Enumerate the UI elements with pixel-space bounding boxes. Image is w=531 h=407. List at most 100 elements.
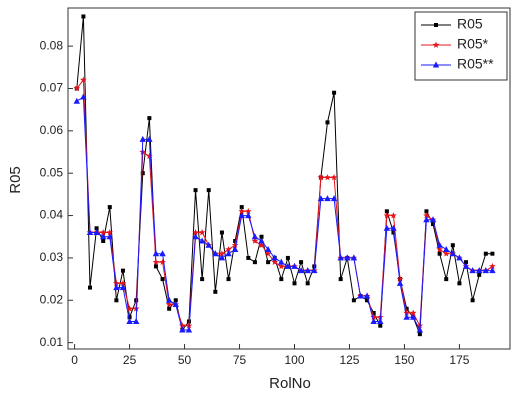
marker-triangle <box>218 254 226 261</box>
marker-square <box>114 298 119 303</box>
marker-triangle <box>212 250 219 257</box>
y-axis-label: R05 <box>7 166 24 194</box>
marker-triangle <box>231 245 239 252</box>
marker-square <box>213 289 218 294</box>
marker-square <box>193 188 198 193</box>
marker-triangle <box>152 250 160 257</box>
marker-star <box>238 207 246 215</box>
marker-star <box>179 322 186 329</box>
x-tick-label: 75 <box>233 353 247 367</box>
marker-triangle <box>396 279 404 286</box>
marker-triangle <box>449 250 457 257</box>
y-tick-label: 0.06 <box>40 123 64 137</box>
marker-square <box>200 277 205 282</box>
marker-square <box>239 205 244 210</box>
marker-triangle <box>403 313 410 320</box>
marker-square <box>107 205 112 210</box>
marker-square <box>490 251 495 256</box>
marker-square <box>246 255 251 260</box>
marker-triangle <box>429 216 437 223</box>
marker-star <box>113 279 120 287</box>
marker-triangle <box>80 93 87 100</box>
x-tick-label: 0 <box>71 353 78 367</box>
marker-square <box>120 268 125 273</box>
y-tick-label: 0.05 <box>40 165 64 179</box>
marker-square <box>153 264 158 269</box>
marker-square <box>266 260 271 265</box>
marker-square <box>101 238 106 243</box>
marker-star <box>126 305 133 312</box>
marker-triangle <box>192 233 199 240</box>
marker-square <box>371 310 376 315</box>
marker-square <box>252 260 257 265</box>
marker-triangle <box>330 195 338 202</box>
marker-square <box>147 116 152 121</box>
marker-square <box>219 230 224 235</box>
marker-star <box>330 173 338 181</box>
marker-triangle <box>245 212 252 219</box>
y-tick-label: 0.04 <box>40 208 64 222</box>
marker-square <box>325 120 330 125</box>
marker-square <box>160 277 165 282</box>
marker-star <box>370 313 377 321</box>
marker-square <box>417 332 422 337</box>
x-axis-label: RolNo <box>269 375 311 392</box>
marker-triangle <box>99 233 107 240</box>
marker-square <box>477 272 482 277</box>
marker-triangle <box>317 195 325 202</box>
marker-star <box>165 301 173 308</box>
marker-triangle <box>146 135 153 142</box>
marker-square <box>338 277 343 282</box>
marker-triangle <box>383 224 391 231</box>
marker-star <box>442 250 450 257</box>
marker-triangle <box>225 250 232 257</box>
marker-triangle <box>390 224 397 231</box>
marker-triangle <box>198 237 206 244</box>
marker-square <box>470 298 475 303</box>
marker-square <box>94 226 99 231</box>
marker-triangle <box>172 301 179 308</box>
marker-star <box>390 212 397 219</box>
series-line <box>76 96 493 332</box>
marker-star <box>198 229 206 236</box>
marker-star <box>225 245 232 253</box>
marker-square <box>279 277 284 282</box>
marker-star <box>324 173 331 181</box>
marker-triangle <box>284 262 292 269</box>
marker-triangle <box>159 250 166 257</box>
legend-label: R05* <box>457 36 489 52</box>
marker-star <box>317 173 325 181</box>
marker-triangle <box>73 97 80 104</box>
marker-triangle <box>106 233 113 240</box>
marker-star <box>119 279 127 287</box>
marker-triangle <box>258 237 265 244</box>
marker-square <box>87 285 92 290</box>
marker-triangle <box>185 326 193 333</box>
marker-triangle <box>132 317 140 324</box>
x-tick-label: 175 <box>449 353 469 367</box>
marker-triangle <box>311 267 318 274</box>
marker-triangle <box>251 233 259 240</box>
marker-star <box>258 241 265 249</box>
marker-square <box>233 238 238 243</box>
marker-square <box>483 251 488 256</box>
marker-triangle <box>377 317 384 324</box>
marker-star <box>277 262 285 270</box>
marker-triangle <box>476 267 483 274</box>
marker-triangle <box>462 262 470 269</box>
marker-triangle <box>165 296 173 303</box>
marker-square <box>378 323 383 328</box>
marker-triangle <box>337 254 344 261</box>
marker-star <box>146 152 153 160</box>
marker-star <box>73 84 81 92</box>
marker-triangle <box>113 284 120 291</box>
marker-star <box>244 207 252 215</box>
marker-star <box>264 250 272 257</box>
marker-triangle <box>410 313 417 320</box>
marker-square <box>299 260 304 265</box>
marker-square <box>450 243 455 248</box>
y-tick-label: 0.07 <box>40 81 64 95</box>
marker-square <box>424 209 429 214</box>
marker-square <box>292 281 297 286</box>
marker-square <box>127 315 132 320</box>
